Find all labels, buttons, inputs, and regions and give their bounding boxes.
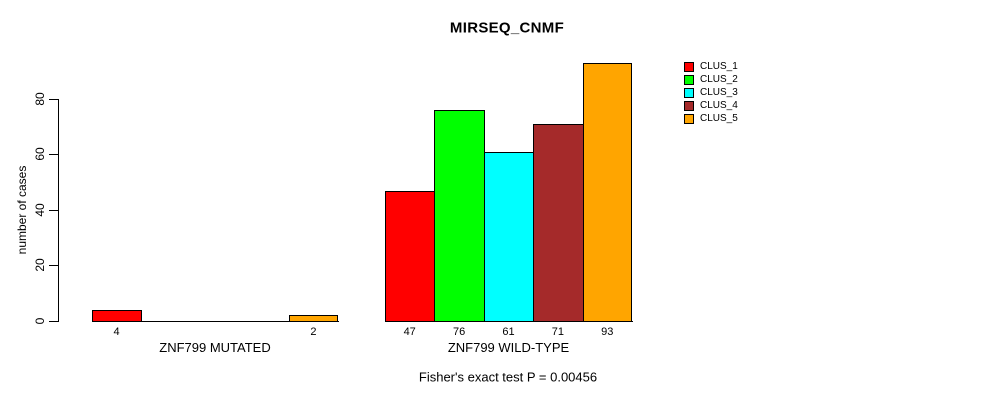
legend-item: CLUS_4 xyxy=(684,101,738,111)
legend-label: CLUS_3 xyxy=(700,87,738,98)
bar-value-label: 47 xyxy=(403,326,416,338)
group-label: ZNF799 MUTATED xyxy=(159,340,271,355)
bar-value-label: 2 xyxy=(310,326,317,338)
bar-clus_1 xyxy=(92,309,143,321)
bar-value-label: 76 xyxy=(452,326,466,338)
y-tick-mark xyxy=(49,321,58,322)
y-tick-mark xyxy=(49,98,58,100)
legend-item: CLUS_2 xyxy=(684,75,738,85)
y-axis-line xyxy=(58,98,59,322)
group-label: ZNF799 WILD-TYPE xyxy=(447,340,570,355)
y-tick-label: 20 xyxy=(33,258,47,273)
legend-swatch-clus_5 xyxy=(684,114,694,124)
legend-label: CLUS_5 xyxy=(700,113,738,124)
legend-item: CLUS_3 xyxy=(684,88,738,98)
legend-swatch-clus_2 xyxy=(684,75,694,85)
y-tick-label: 0 xyxy=(33,317,47,325)
chart-title: MIRSEQ_CNMF xyxy=(449,19,565,37)
bar-clus_1 xyxy=(385,190,436,321)
y-tick-label: 40 xyxy=(33,203,47,217)
y-tick-label: 80 xyxy=(33,92,47,106)
bar-clus_3 xyxy=(483,151,535,321)
y-tick-mark xyxy=(49,265,58,267)
bar-clus_5 xyxy=(582,62,632,321)
y-axis-label: number of cases xyxy=(15,165,29,255)
legend-label: CLUS_1 xyxy=(700,61,738,72)
bar-clus_5 xyxy=(288,315,338,321)
group-baseline xyxy=(92,321,339,322)
y-tick-mark xyxy=(49,154,58,156)
fisher-test-subtitle: Fisher's exact test P = 0.00456 xyxy=(418,369,598,385)
legend: CLUS_1 CLUS_2 CLUS_3 CLUS_4 CLUS_5 xyxy=(684,62,738,124)
legend-swatch-clus_3 xyxy=(684,88,694,98)
y-tick-label: 60 xyxy=(33,147,47,162)
legend-label: CLUS_2 xyxy=(700,74,738,85)
legend-item: CLUS_5 xyxy=(684,114,738,124)
bar-value-label: 4 xyxy=(113,326,120,338)
bar-clus_4 xyxy=(533,123,584,321)
bar-value-label: 93 xyxy=(601,326,614,338)
legend-item: CLUS_1 xyxy=(684,62,738,72)
legend-swatch-clus_1 xyxy=(684,62,694,72)
bar-value-label: 71 xyxy=(551,326,564,338)
y-tick-mark xyxy=(49,209,58,211)
bar-value-label: 61 xyxy=(502,326,515,338)
legend-swatch-clus_4 xyxy=(684,101,694,111)
bar-clus_2 xyxy=(434,110,485,321)
group-baseline xyxy=(385,321,633,322)
legend-label: CLUS_4 xyxy=(700,100,738,111)
